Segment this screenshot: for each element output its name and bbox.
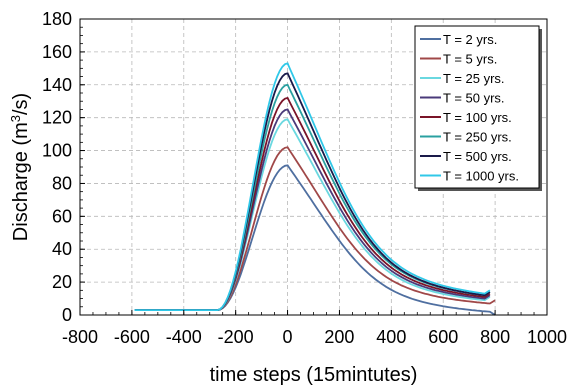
x-tick-label: 400 <box>376 327 406 347</box>
legend-label-4: T = 50 yrs. <box>443 91 505 106</box>
x-tick-label: -400 <box>166 327 202 347</box>
y-tick-label: 160 <box>42 42 72 62</box>
legend-label-2: T = 5 yrs. <box>443 52 497 67</box>
x-tick-label: 200 <box>324 327 354 347</box>
x-tick-label: -200 <box>218 327 254 347</box>
x-tick-label: 600 <box>428 327 458 347</box>
y-axis-title-part: /s) <box>10 93 32 115</box>
x-tick-label: -800 <box>62 327 98 347</box>
y-tick-label: 100 <box>42 141 72 161</box>
y-axis-title: Discharge (m3/s) <box>8 93 33 241</box>
y-axis-title-superscript: 3 <box>8 115 23 122</box>
x-tick-label: 0 <box>283 327 293 347</box>
y-axis-title-part: Discharge (m <box>10 122 32 241</box>
y-tick-label: 40 <box>52 239 72 259</box>
y-tick-label: 120 <box>42 108 72 128</box>
x-tick-label: 800 <box>480 327 510 347</box>
y-tick-label: 180 <box>42 9 72 29</box>
y-tick-label: 20 <box>52 272 72 292</box>
y-tick-label: 80 <box>52 173 72 193</box>
x-tick-label: 1000 <box>527 327 567 347</box>
y-tick-label: 140 <box>42 75 72 95</box>
x-tick-label: -600 <box>114 327 150 347</box>
legend-label-1: T = 2 yrs. <box>443 32 497 47</box>
legend-label-5: T = 100 yrs. <box>443 110 512 125</box>
y-tick-label: 0 <box>62 305 72 325</box>
legend-label-7: T = 500 yrs. <box>443 149 512 164</box>
legend-label-6: T = 250 yrs. <box>443 130 512 145</box>
legend-label-3: T = 25 yrs. <box>443 71 505 86</box>
x-axis-title: time steps (15mintutes) <box>210 364 418 386</box>
legend-label-8: T = 1000 yrs. <box>443 169 519 184</box>
y-tick-label: 60 <box>52 206 72 226</box>
legend: T = 2 yrs. T = 5 yrs. T = 25 yrs. T = 50 yr… <box>415 26 542 191</box>
